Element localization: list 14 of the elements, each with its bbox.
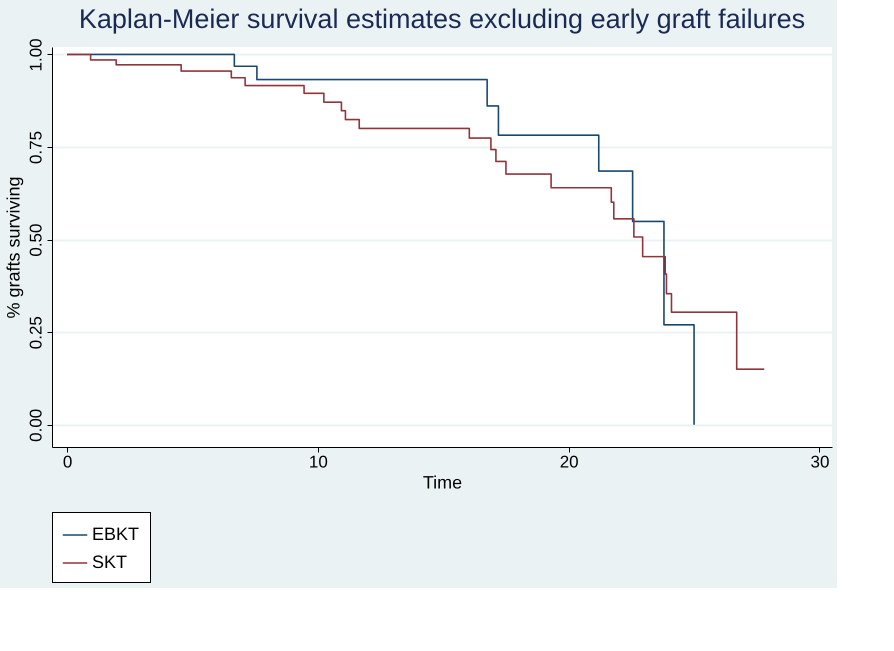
x-tick-label: 30 (810, 452, 830, 472)
y-tick-label: 0.25 (26, 316, 46, 350)
chart-title: Kaplan-Meier survival estimates excluding early graft failures (78, 4, 806, 34)
x-axis-title: Time (422, 472, 462, 492)
x-tick-label: 0 (62, 452, 72, 472)
y-tick-label: 1.00 (26, 38, 46, 72)
y-tick-label: 0.75 (26, 130, 46, 164)
x-tick-label: 10 (308, 452, 328, 472)
y-tick-label: 0.00 (26, 408, 46, 442)
legend-label: EBKT (92, 524, 140, 544)
legend-label: SKT (92, 552, 128, 572)
y-tick-label: 0.50 (26, 224, 46, 257)
y-axis-title: % grafts surviving (4, 176, 24, 319)
x-tick-label: 20 (560, 452, 579, 472)
